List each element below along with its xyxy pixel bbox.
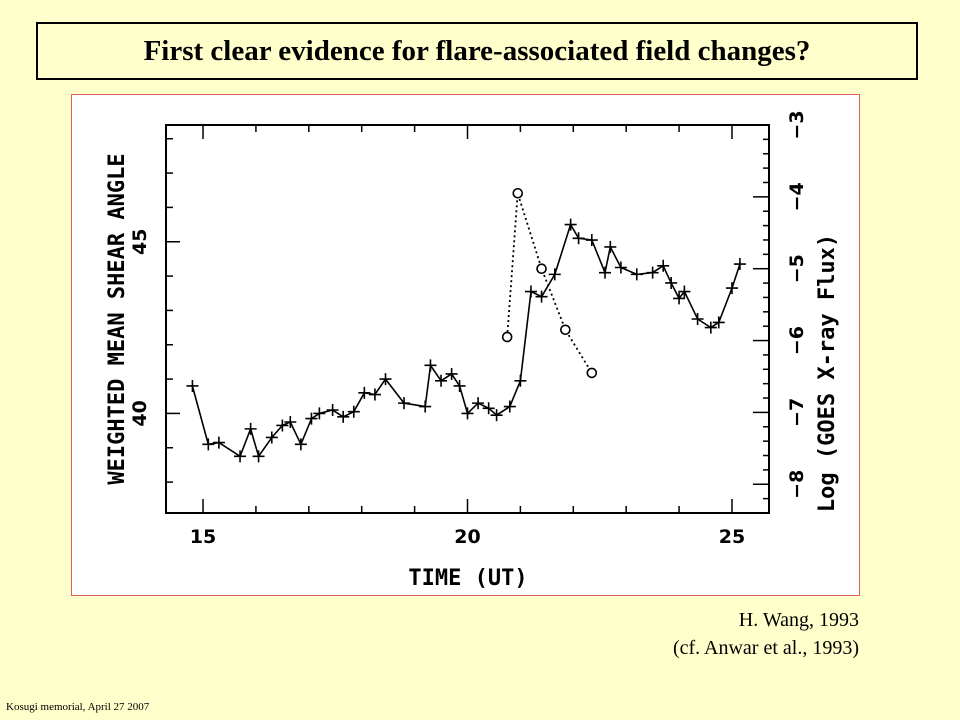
shear-angle-point [326,403,339,416]
shear-angle-point [572,232,585,245]
shear-angle-point [347,405,360,418]
shear-angle-point [284,416,297,429]
shear-angle-point [630,268,643,281]
chart-figure: 15 20 25 40 45 −8 −7 −6 −5 −4 −3 TIME (UT) WEIGHTE… [71,94,860,596]
x-axis-label: TIME (UT) [408,566,527,591]
plot-frame [165,124,770,514]
tick-labels: 15 20 25 40 45 −8 −7 −6 −5 −4 −3 [129,110,808,548]
series-lines [191,193,741,459]
x-tick-label: 15 [190,526,216,548]
goes-flux-point [536,263,547,275]
shear-angle-point [564,218,577,231]
y2-axis-label: Log (GOES X-ray Flux) [815,234,840,512]
credit-author: H. Wang, 1993 [738,609,859,631]
shear-angle-point [712,316,725,329]
series-markers [186,187,746,463]
x-tick-label: 20 [454,526,480,548]
shear-angle-point [368,388,381,401]
y-axis-label: WEIGHTED MEAN SHEAR ANGLE [105,153,130,484]
shear-angle-point [435,374,448,387]
y2-tick-label: −6 [786,326,808,355]
shear-angle-point [212,436,225,449]
y-tick-label: 40 [129,400,151,426]
shear-angle-point [472,397,485,410]
shear-angle-point [585,234,598,247]
shear-angle-point [657,259,670,272]
shear-angle-point [524,285,537,298]
shear-angle-line [191,222,741,459]
shear-angle-point [294,438,307,451]
shear-angle-point [535,290,548,303]
shear-angle-point [704,321,717,334]
goes-flux-point [586,367,598,379]
shear-angle-point [733,258,746,271]
goes-flux-point [560,324,571,336]
shear-angle-point [678,285,691,298]
shear-angle-point [461,407,474,420]
shear-angle-point [482,402,495,415]
y2-tick-label: −8 [786,470,808,499]
shear-angle-point [276,419,289,432]
y2-tick-label: −3 [786,110,808,139]
shear-angle-point [337,410,350,423]
shear-angle-point [646,266,659,279]
credit-reference: (cf. Anwar et al., 1993) [672,637,859,659]
shear-angle-point [490,409,503,422]
goes-flux-point [501,331,513,343]
shear-angle-point [234,450,247,463]
shear-angle-point [379,373,392,386]
x-tick-label: 25 [719,526,745,548]
chart-svg: 15 20 25 40 45 −8 −7 −6 −5 −4 −3 TIME (UT) WEIGHTE… [105,110,840,591]
shear-angle-point [424,359,437,372]
footer-note: Kosugi memorial, April 27 2007 [6,701,150,713]
shear-angle-point [604,240,617,253]
shear-angle-point [445,367,458,380]
shear-angle-point [419,400,432,413]
axis-ticks [166,125,769,514]
shear-angle-point [244,422,257,435]
shear-angle-point [313,407,326,420]
goes-flux-line [506,193,593,374]
shear-angle-point [691,313,704,325]
y2-tick-label: −7 [786,398,808,427]
shear-angle-point [614,261,627,274]
title-box: First clear evidence for flare-associate… [36,22,918,80]
shear-angle-point [725,282,738,295]
shear-angle-point [514,374,527,387]
shear-angle-point [305,412,318,425]
shear-angle-point [252,450,265,463]
shear-angle-point [673,292,686,305]
goes-flux-point [512,187,524,199]
shear-angle-point [265,431,278,444]
shear-angle-point [548,268,561,281]
shear-angle-point [665,276,678,289]
shear-angle-point [599,266,612,279]
shear-angle-point [503,400,516,413]
slide-title: First clear evidence for flare-associate… [143,34,811,67]
shear-angle-point [202,438,215,451]
y-tick-label: 45 [129,229,151,255]
shear-angle-point [453,379,466,392]
y2-tick-label: −5 [786,254,808,283]
y2-tick-label: −4 [786,182,808,211]
shear-angle-point [186,379,199,392]
shear-angle-point [358,386,371,399]
shear-angle-point [398,397,411,410]
